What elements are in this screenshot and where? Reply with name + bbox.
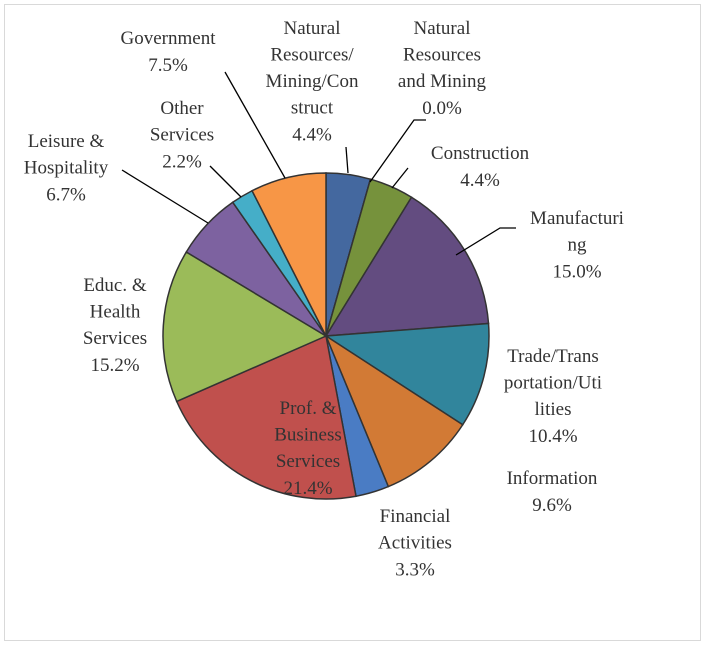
category-label: Trade/Trans portation/Uti lities xyxy=(504,346,602,420)
value-label: 15.0% xyxy=(552,261,601,282)
pie-slice xyxy=(162,250,328,403)
category-label: Natural Resources and Mining xyxy=(398,18,487,92)
leader-line xyxy=(345,146,349,174)
value-label: 4.4% xyxy=(460,170,500,191)
value-label: 6.7% xyxy=(46,184,86,205)
category-label: Leisure & Hospitality xyxy=(24,131,109,179)
pie-slice xyxy=(324,196,490,337)
leader-line xyxy=(224,71,286,179)
pie-slice xyxy=(323,322,490,426)
value-label: 3.3% xyxy=(395,559,435,580)
leader-line xyxy=(209,165,242,198)
value-label: 9.6% xyxy=(532,495,572,516)
value-label: 21.4% xyxy=(283,478,332,499)
category-label: Manufacturi ng xyxy=(530,208,624,256)
value-label: 0.0% xyxy=(422,98,462,119)
category-label: Educ. & Health Services xyxy=(83,275,147,349)
pie-slice xyxy=(324,334,464,488)
category-label: Financial Activities xyxy=(378,506,452,554)
leader-line xyxy=(391,167,409,189)
category-label: Prof. & Business Services xyxy=(274,398,342,472)
value-label: 10.4% xyxy=(528,426,577,447)
pie-slice xyxy=(175,334,357,500)
category-label: Government xyxy=(121,28,217,49)
leader-line xyxy=(455,227,516,256)
value-label: 4.4% xyxy=(292,124,332,145)
value-label: 7.5% xyxy=(148,55,188,76)
value-label: 15.2% xyxy=(90,355,139,376)
category-label: Other Services xyxy=(150,98,214,146)
category-label: Construction xyxy=(431,143,530,164)
leader-line xyxy=(369,119,426,183)
value-label: 2.2% xyxy=(162,151,202,172)
category-label: Natural Resources/Mining/Con struct xyxy=(266,18,359,119)
leader-line xyxy=(121,169,209,224)
pie-slice xyxy=(251,172,327,337)
category-label: Information xyxy=(507,468,598,489)
